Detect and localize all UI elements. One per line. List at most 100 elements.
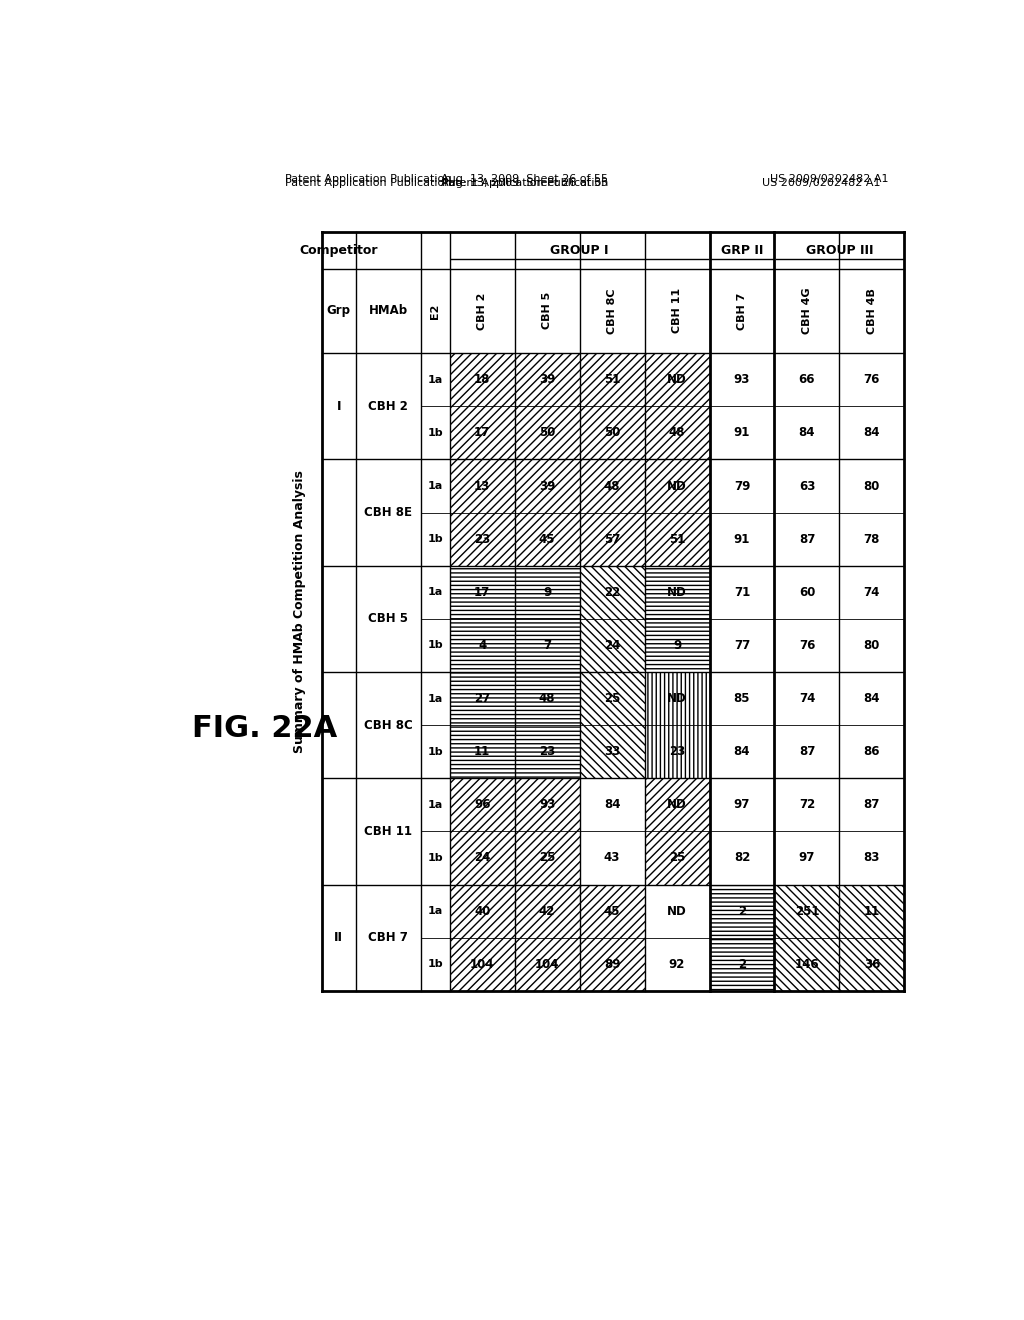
Bar (450, 619, 515, 672)
Bar (515, 407, 580, 459)
Text: Aug. 13, 2009  Sheet 26 of 55: Aug. 13, 2009 Sheet 26 of 55 (441, 174, 608, 183)
Text: 74: 74 (863, 586, 880, 599)
Bar (450, 832, 515, 884)
Bar (450, 459, 515, 512)
Text: 79: 79 (734, 479, 751, 492)
Text: 25: 25 (539, 851, 555, 865)
Text: 45: 45 (539, 533, 555, 545)
Bar (580, 884, 644, 937)
Text: 93: 93 (539, 799, 555, 812)
Text: 91: 91 (734, 426, 751, 440)
Text: 60: 60 (799, 586, 815, 599)
Bar (580, 354, 644, 407)
Text: Patent Application Publication: Patent Application Publication (285, 174, 451, 183)
Bar (840, 884, 904, 937)
Text: 1b: 1b (427, 535, 443, 544)
Text: ND: ND (668, 586, 687, 599)
Text: 2: 2 (738, 958, 746, 970)
Bar (710, 937, 774, 991)
Bar (840, 937, 904, 991)
Text: 57: 57 (604, 533, 621, 545)
Bar (644, 407, 710, 459)
Text: 1b: 1b (427, 853, 443, 863)
Text: Competitor: Competitor (299, 243, 378, 256)
Text: 24: 24 (604, 639, 621, 652)
Text: 1b: 1b (427, 640, 443, 651)
Text: 9: 9 (673, 639, 681, 652)
Text: 83: 83 (863, 851, 880, 865)
Text: 74: 74 (799, 692, 815, 705)
Text: II: II (334, 931, 343, 944)
Bar (515, 937, 580, 991)
Text: CBH 8C: CBH 8C (364, 718, 413, 731)
Text: 89: 89 (604, 958, 621, 970)
Text: FIG. 22A: FIG. 22A (193, 714, 338, 743)
Text: 1a: 1a (428, 800, 442, 809)
Bar (644, 354, 710, 407)
Bar (450, 937, 515, 991)
Text: CBH 4B: CBH 4B (867, 288, 877, 334)
Text: ND: ND (668, 479, 687, 492)
Text: 17: 17 (474, 586, 490, 599)
Text: US 2009/0202482 A1: US 2009/0202482 A1 (770, 174, 888, 183)
Bar (450, 779, 515, 832)
Bar (450, 672, 515, 725)
Text: CBH 11: CBH 11 (672, 288, 682, 334)
Bar (580, 937, 644, 991)
Bar (450, 884, 515, 937)
Text: 24: 24 (474, 851, 490, 865)
Text: 97: 97 (734, 799, 751, 812)
Bar (515, 832, 580, 884)
Text: 1a: 1a (428, 906, 442, 916)
Text: 96: 96 (474, 799, 490, 812)
Bar (580, 459, 644, 512)
Text: 17: 17 (474, 426, 490, 440)
Text: 72: 72 (799, 799, 815, 812)
Text: 23: 23 (474, 533, 490, 545)
Text: 43: 43 (604, 851, 621, 865)
Text: 40: 40 (474, 904, 490, 917)
Bar (580, 619, 644, 672)
Text: 78: 78 (863, 533, 880, 545)
Text: ND: ND (668, 799, 687, 812)
Bar (580, 725, 644, 779)
Text: 1a: 1a (428, 693, 442, 704)
Bar (774, 937, 840, 991)
Text: Grp: Grp (327, 305, 350, 317)
Text: 251: 251 (795, 904, 819, 917)
Bar (515, 779, 580, 832)
Text: 23: 23 (539, 746, 555, 758)
Text: GROUP I: GROUP I (550, 243, 609, 256)
Text: 76: 76 (799, 639, 815, 652)
Text: 22: 22 (604, 586, 621, 599)
Text: 63: 63 (799, 479, 815, 492)
Bar (450, 512, 515, 566)
Text: 48: 48 (669, 426, 685, 440)
Text: 84: 84 (734, 746, 751, 758)
Text: 1a: 1a (428, 587, 442, 597)
Text: 93: 93 (734, 374, 751, 387)
Text: 85: 85 (734, 692, 751, 705)
Bar (515, 354, 580, 407)
Text: CBH 8E: CBH 8E (365, 506, 413, 519)
Text: 2: 2 (738, 904, 746, 917)
Text: 84: 84 (604, 799, 621, 812)
Text: CBH 7: CBH 7 (737, 292, 746, 330)
Text: 87: 87 (863, 799, 880, 812)
Text: CBH 2: CBH 2 (369, 400, 409, 413)
Bar (580, 672, 644, 725)
Text: Summary of HMAb Competition Analysis: Summary of HMAb Competition Analysis (294, 470, 306, 752)
Text: 91: 91 (734, 533, 751, 545)
Text: US 2009/0202482 A1: US 2009/0202482 A1 (762, 178, 881, 187)
Text: 33: 33 (604, 746, 621, 758)
Text: 42: 42 (539, 904, 555, 917)
Text: 71: 71 (734, 586, 751, 599)
Text: 87: 87 (799, 746, 815, 758)
Text: 36: 36 (863, 958, 880, 970)
Text: E2: E2 (430, 304, 440, 318)
Text: 39: 39 (539, 374, 555, 387)
Text: I: I (337, 400, 341, 413)
Bar (580, 512, 644, 566)
Bar (644, 566, 710, 619)
Text: 1a: 1a (428, 375, 442, 384)
